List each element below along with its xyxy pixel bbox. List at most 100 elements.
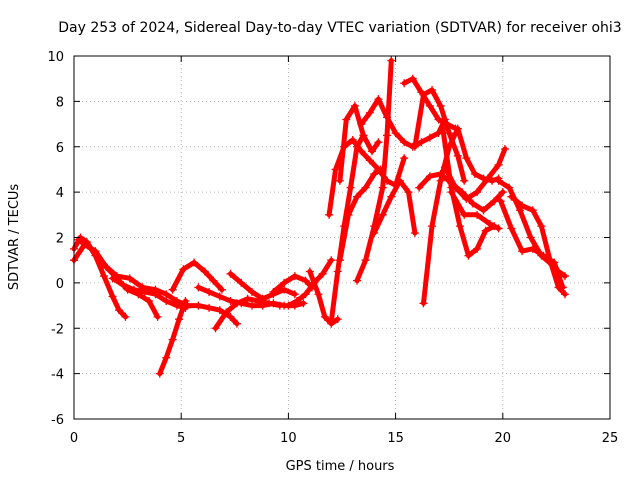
data-point (209, 276, 218, 285)
series-line (285, 257, 334, 309)
data-point (494, 160, 503, 169)
data-point (453, 124, 462, 133)
data-point (447, 188, 456, 197)
data-point (190, 258, 199, 267)
data-point (226, 297, 235, 306)
data-point (460, 176, 469, 185)
data-point (410, 228, 419, 237)
series-line (71, 235, 128, 320)
data-point (327, 256, 336, 265)
data-point (425, 172, 434, 181)
y-tick-label: 10 (47, 50, 64, 65)
data-point (485, 219, 494, 228)
data-point (333, 315, 342, 324)
series-line (354, 58, 394, 284)
data-point (232, 319, 241, 328)
data-point (473, 210, 482, 219)
data-series-sat-26 (447, 188, 503, 233)
data-point (383, 131, 392, 140)
data-point (194, 283, 203, 292)
data-point (301, 290, 310, 299)
data-point (335, 176, 344, 185)
data-point (462, 154, 471, 163)
data-point (365, 156, 374, 165)
series-line (371, 178, 418, 236)
data-point (269, 287, 278, 296)
data-point (425, 101, 434, 110)
data-point (172, 301, 181, 310)
series-line (110, 275, 188, 311)
data-point (498, 188, 507, 197)
data-point (387, 192, 396, 201)
data-point (468, 199, 477, 208)
data-point (222, 308, 231, 317)
data-point (378, 183, 387, 192)
y-tick-label: 8 (56, 95, 64, 110)
data-point (357, 120, 366, 129)
data-point (408, 74, 417, 83)
data-point (481, 226, 490, 235)
data-point (518, 247, 527, 256)
data-point (232, 299, 241, 308)
data-point (455, 222, 464, 231)
data-point (258, 294, 267, 303)
data-point (181, 297, 190, 306)
data-point (265, 299, 274, 308)
data-series-sat-20 (400, 74, 460, 133)
data-point (368, 147, 377, 156)
data-point (215, 292, 224, 301)
data-point (275, 301, 284, 310)
y-tick-label: 4 (56, 186, 64, 201)
data-point (153, 312, 162, 321)
data-point (483, 174, 492, 183)
data-point (518, 201, 527, 210)
data-point (217, 285, 226, 294)
data-point (494, 176, 503, 185)
data-point (473, 188, 482, 197)
data-series-sat-19 (370, 176, 419, 237)
data-point (179, 265, 188, 274)
data-point (145, 297, 154, 306)
data-point (453, 151, 462, 160)
data-point (155, 369, 164, 378)
data-point (331, 165, 340, 174)
data-series-sat-17 (357, 95, 449, 151)
data-point (415, 183, 424, 192)
data-series-sat-4 (108, 274, 190, 312)
data-point (87, 244, 96, 253)
data-point (479, 206, 488, 215)
data-series-sat-29 (507, 192, 569, 299)
data-point (327, 317, 336, 326)
data-point (361, 256, 370, 265)
data-point (507, 224, 516, 233)
data-point (353, 192, 362, 201)
series-line (170, 260, 225, 293)
data-point (428, 86, 437, 95)
data-point (400, 79, 409, 88)
data-point (436, 101, 445, 110)
data-series-sat-15 (335, 101, 383, 185)
data-point (292, 297, 301, 306)
data-point (226, 269, 235, 278)
data-point (404, 188, 413, 197)
data-point (417, 138, 426, 147)
data-point (305, 267, 314, 276)
data-point (560, 290, 569, 299)
data-point (507, 192, 516, 201)
data-point (162, 290, 171, 299)
data-point (205, 287, 214, 296)
x-tick-label: 25 (602, 431, 619, 446)
data-point (215, 306, 224, 315)
data-point (473, 244, 482, 253)
data-point (460, 210, 469, 219)
data-point (151, 290, 160, 299)
axes: 0 5 10 15 20 25 -6 -4 -2 0 2 4 6 8 10 (47, 50, 618, 446)
x-tick-label: 10 (280, 431, 297, 446)
series-line (337, 103, 381, 184)
data-point (333, 267, 342, 276)
data-point (320, 312, 329, 321)
data-point (470, 169, 479, 178)
data-point (391, 129, 400, 138)
data-point (108, 292, 117, 301)
